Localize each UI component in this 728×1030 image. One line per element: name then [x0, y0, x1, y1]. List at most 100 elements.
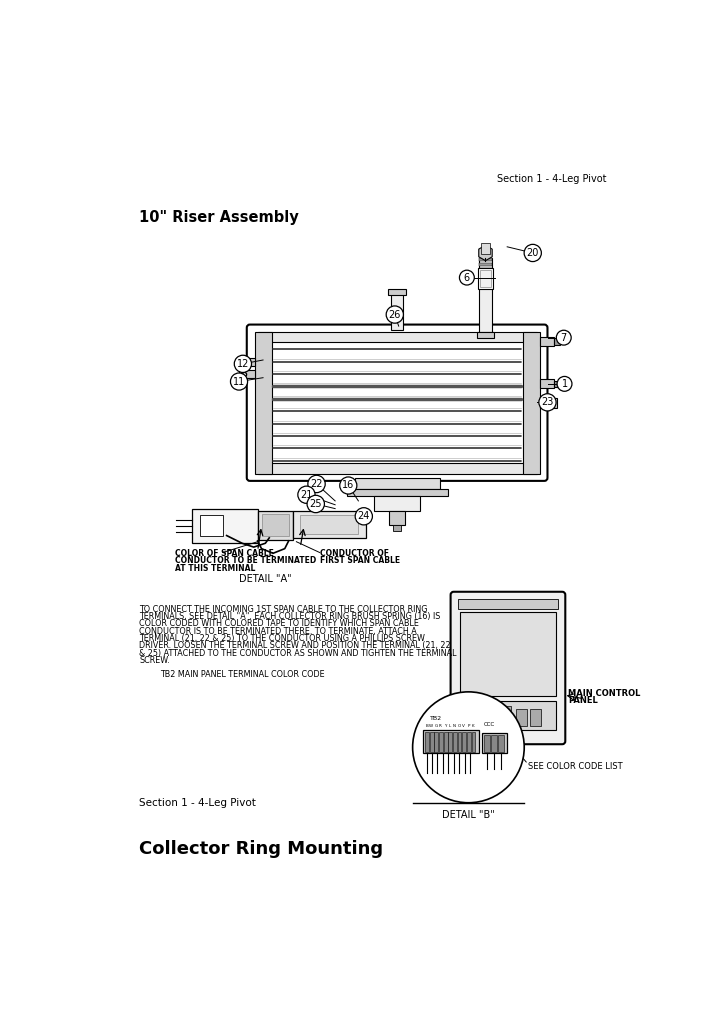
Text: 20: 20	[526, 248, 539, 258]
Bar	[478, 268, 494, 289]
Bar	[488, 706, 499, 727]
Bar	[530, 709, 540, 726]
Bar	[258, 464, 537, 474]
Text: CONDUCTOR OF: CONDUCTOR OF	[320, 549, 389, 557]
Bar	[480, 270, 491, 286]
Text: B: B	[425, 723, 428, 727]
Text: DETAIL "A": DETAIL "A"	[239, 574, 292, 584]
Text: 24: 24	[357, 511, 370, 521]
Text: 6: 6	[464, 273, 470, 282]
Bar	[483, 733, 507, 754]
FancyBboxPatch shape	[451, 592, 566, 745]
Bar	[388, 289, 406, 296]
Bar	[191, 509, 258, 543]
Text: DRIVER. LOOSEN THE TERMINAL SCREW AND POSITION THE TERMINAL (21, 22: DRIVER. LOOSEN THE TERMINAL SCREW AND PO…	[139, 642, 451, 650]
Bar	[261, 514, 288, 536]
Bar	[462, 732, 466, 752]
Bar	[498, 735, 504, 752]
Text: 11: 11	[233, 377, 245, 386]
Bar	[199, 515, 223, 537]
Bar	[477, 332, 494, 338]
Text: COLOR OF SPAN CABLE: COLOR OF SPAN CABLE	[175, 549, 274, 557]
Bar	[293, 511, 366, 538]
Bar	[448, 732, 452, 752]
Bar	[425, 732, 429, 752]
Text: TB2: TB2	[430, 716, 442, 721]
Text: N: N	[453, 723, 456, 727]
Bar	[500, 706, 511, 727]
Text: Section 1 - 4-Leg Pivot: Section 1 - 4-Leg Pivot	[497, 174, 606, 183]
Text: 7: 7	[561, 333, 567, 343]
Text: SEE COLOR CODE LIST: SEE COLOR CODE LIST	[528, 762, 622, 771]
Text: Collector Ring Mounting: Collector Ring Mounting	[139, 839, 383, 858]
Text: PANEL: PANEL	[569, 696, 598, 706]
Bar	[355, 478, 440, 489]
Text: L: L	[448, 723, 451, 727]
Bar	[539, 379, 554, 388]
Text: 16: 16	[342, 481, 355, 490]
Bar	[478, 263, 492, 266]
Text: 12: 12	[237, 358, 249, 369]
Bar	[443, 732, 448, 752]
Text: O: O	[457, 723, 461, 727]
Text: FIRST SPAN CABLE: FIRST SPAN CABLE	[320, 556, 400, 565]
Text: DETAIL "B": DETAIL "B"	[442, 811, 495, 821]
Bar	[484, 735, 490, 752]
Bar	[478, 272, 492, 275]
Bar	[467, 732, 471, 752]
Bar	[515, 709, 526, 726]
Bar	[458, 732, 462, 752]
Bar	[374, 495, 420, 511]
Bar	[391, 293, 403, 330]
Text: 26: 26	[389, 310, 401, 319]
Text: 1: 1	[561, 379, 568, 389]
Bar	[430, 732, 434, 752]
Text: G: G	[434, 723, 438, 727]
Bar	[239, 370, 255, 378]
Bar	[347, 489, 448, 495]
Text: CCC: CCC	[484, 722, 495, 727]
Bar	[439, 732, 443, 752]
Text: TERMINAL (21, 22 & 25) TO THE CONDUCTOR USING A PHILLIPS SCREW: TERMINAL (21, 22 & 25) TO THE CONDUCTOR …	[139, 634, 425, 643]
Text: K: K	[472, 723, 475, 727]
Bar	[554, 339, 560, 345]
Text: TERMINALS, SEE DETAIL "A". EACH COLLECTOR RING BRUSH SPRING (16) IS: TERMINALS, SEE DETAIL "A". EACH COLLECTO…	[139, 612, 440, 621]
Bar	[300, 515, 358, 534]
Text: COLOR CODED WITH COLORED TAPE TO IDENTIFY WHICH SPAN CABLE: COLOR CODED WITH COLORED TAPE TO IDENTIF…	[139, 619, 419, 628]
Text: SCREW.: SCREW.	[139, 656, 170, 665]
Circle shape	[413, 692, 524, 802]
Bar	[539, 337, 554, 346]
Bar	[393, 524, 401, 530]
Text: 21: 21	[300, 489, 312, 500]
Bar	[258, 332, 537, 342]
Text: CONDUCTOR IS TO BE TERMINATED THERE. TO TERMINATE, ATTACH A: CONDUCTOR IS TO BE TERMINATED THERE. TO …	[139, 627, 417, 636]
Bar	[478, 268, 492, 271]
Bar	[424, 730, 479, 754]
Text: TO CONNECT THE INCOMING 1ST SPAN CABLE TO THE COLLECTOR RING: TO CONNECT THE INCOMING 1ST SPAN CABLE T…	[139, 605, 427, 614]
Text: Section 1 - 4-Leg Pivot: Section 1 - 4-Leg Pivot	[139, 798, 256, 809]
Bar	[475, 706, 486, 727]
Bar	[460, 701, 556, 730]
Bar	[523, 332, 539, 474]
Bar	[258, 511, 293, 540]
Bar	[491, 735, 497, 752]
Text: 22: 22	[310, 479, 323, 489]
FancyBboxPatch shape	[247, 324, 547, 481]
Text: 10" Riser Assembly: 10" Riser Assembly	[139, 210, 298, 225]
Bar	[460, 612, 556, 696]
Text: P: P	[467, 723, 470, 727]
Bar	[478, 259, 492, 332]
Text: AT THIS TERMINAL: AT THIS TERMINAL	[175, 564, 255, 573]
Bar	[435, 732, 438, 752]
Text: 23: 23	[542, 398, 554, 407]
Text: CONDUCTOR TO BE TERMINATED: CONDUCTOR TO BE TERMINATED	[175, 556, 316, 565]
Bar	[239, 358, 255, 366]
Bar	[389, 511, 405, 524]
Text: W: W	[430, 723, 433, 727]
Bar	[472, 732, 475, 752]
Bar	[463, 706, 474, 727]
Bar	[539, 399, 557, 408]
Bar	[459, 599, 558, 609]
Text: TB2 MAIN PANEL TERMINAL COLOR CODE: TB2 MAIN PANEL TERMINAL COLOR CODE	[160, 671, 325, 680]
Text: V: V	[462, 723, 465, 727]
